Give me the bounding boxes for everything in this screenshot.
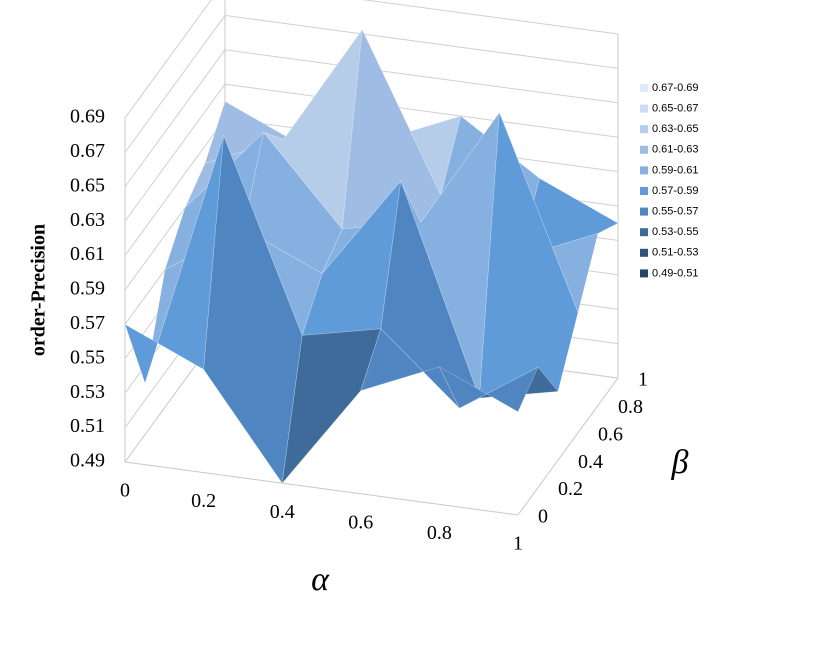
legend-swatch	[640, 228, 648, 237]
z-tick-label: 0.69	[70, 106, 105, 128]
legend-label: 0.57-0.59	[652, 185, 698, 197]
legend-label: 0.49-0.51	[652, 267, 698, 279]
legend-swatch	[640, 104, 648, 113]
x-tick-label: 0.8	[427, 522, 452, 544]
z-tick-label: 0.65	[70, 174, 105, 196]
z-tick-label: 0.63	[70, 209, 105, 231]
legend-label: 0.53-0.55	[652, 226, 698, 238]
x-tick-label: 0.4	[270, 501, 295, 523]
y-tick-label: 0	[538, 506, 548, 528]
y-tick-label: 0.2	[558, 478, 583, 500]
legend-swatch	[640, 207, 648, 216]
grid-line	[124, 83, 619, 222]
x-axis-title: α	[311, 561, 330, 598]
grid-line	[124, 49, 619, 188]
legend-swatch	[640, 125, 648, 134]
legend-swatch	[640, 84, 648, 92]
x-tick-label: 0.6	[348, 511, 373, 533]
legend-label: 0.61-0.63	[652, 144, 698, 156]
y-axis-title: β	[671, 444, 689, 481]
legend-swatch	[640, 187, 648, 195]
grid-line	[124, 0, 619, 119]
legend-swatch	[640, 145, 648, 154]
z-tick-label: 0.53	[70, 381, 105, 403]
x-tick-label: 0	[120, 480, 130, 502]
legend-swatch	[640, 269, 648, 278]
z-tick-label: 0.61	[70, 243, 105, 265]
legend-label: 0.55-0.57	[652, 206, 698, 218]
z-axis-title: order-Precision	[28, 224, 50, 356]
legend-label: 0.65-0.67	[652, 103, 698, 115]
y-tick-label: 1	[638, 369, 648, 391]
legend-label: 0.67-0.69	[652, 82, 698, 94]
legend-label: 0.51-0.53	[652, 247, 698, 259]
legend-swatch	[640, 166, 648, 175]
z-tick-label: 0.59	[70, 278, 105, 300]
z-tick-label: 0.67	[70, 140, 105, 162]
surface-patch	[479, 112, 579, 399]
axis-line	[124, 461, 519, 516]
legend-swatch	[640, 248, 648, 257]
z-tick-label: 0.49	[70, 450, 105, 472]
z-tick-label: 0.57	[70, 312, 105, 334]
axis-line	[517, 377, 619, 516]
grid-line	[124, 14, 619, 153]
y-tick-label: 0.4	[578, 451, 603, 473]
surface-patch	[438, 366, 539, 413]
z-tick-label: 0.55	[70, 346, 105, 368]
x-tick-label: 1	[513, 533, 523, 555]
z-tick-label: 0.51	[70, 415, 105, 437]
y-tick-label: 0.8	[618, 396, 643, 418]
legend-label: 0.59-0.61	[652, 164, 698, 176]
legend-label: 0.63-0.65	[652, 123, 698, 135]
y-tick-label: 0.6	[598, 423, 623, 445]
x-tick-label: 0.2	[191, 490, 216, 512]
